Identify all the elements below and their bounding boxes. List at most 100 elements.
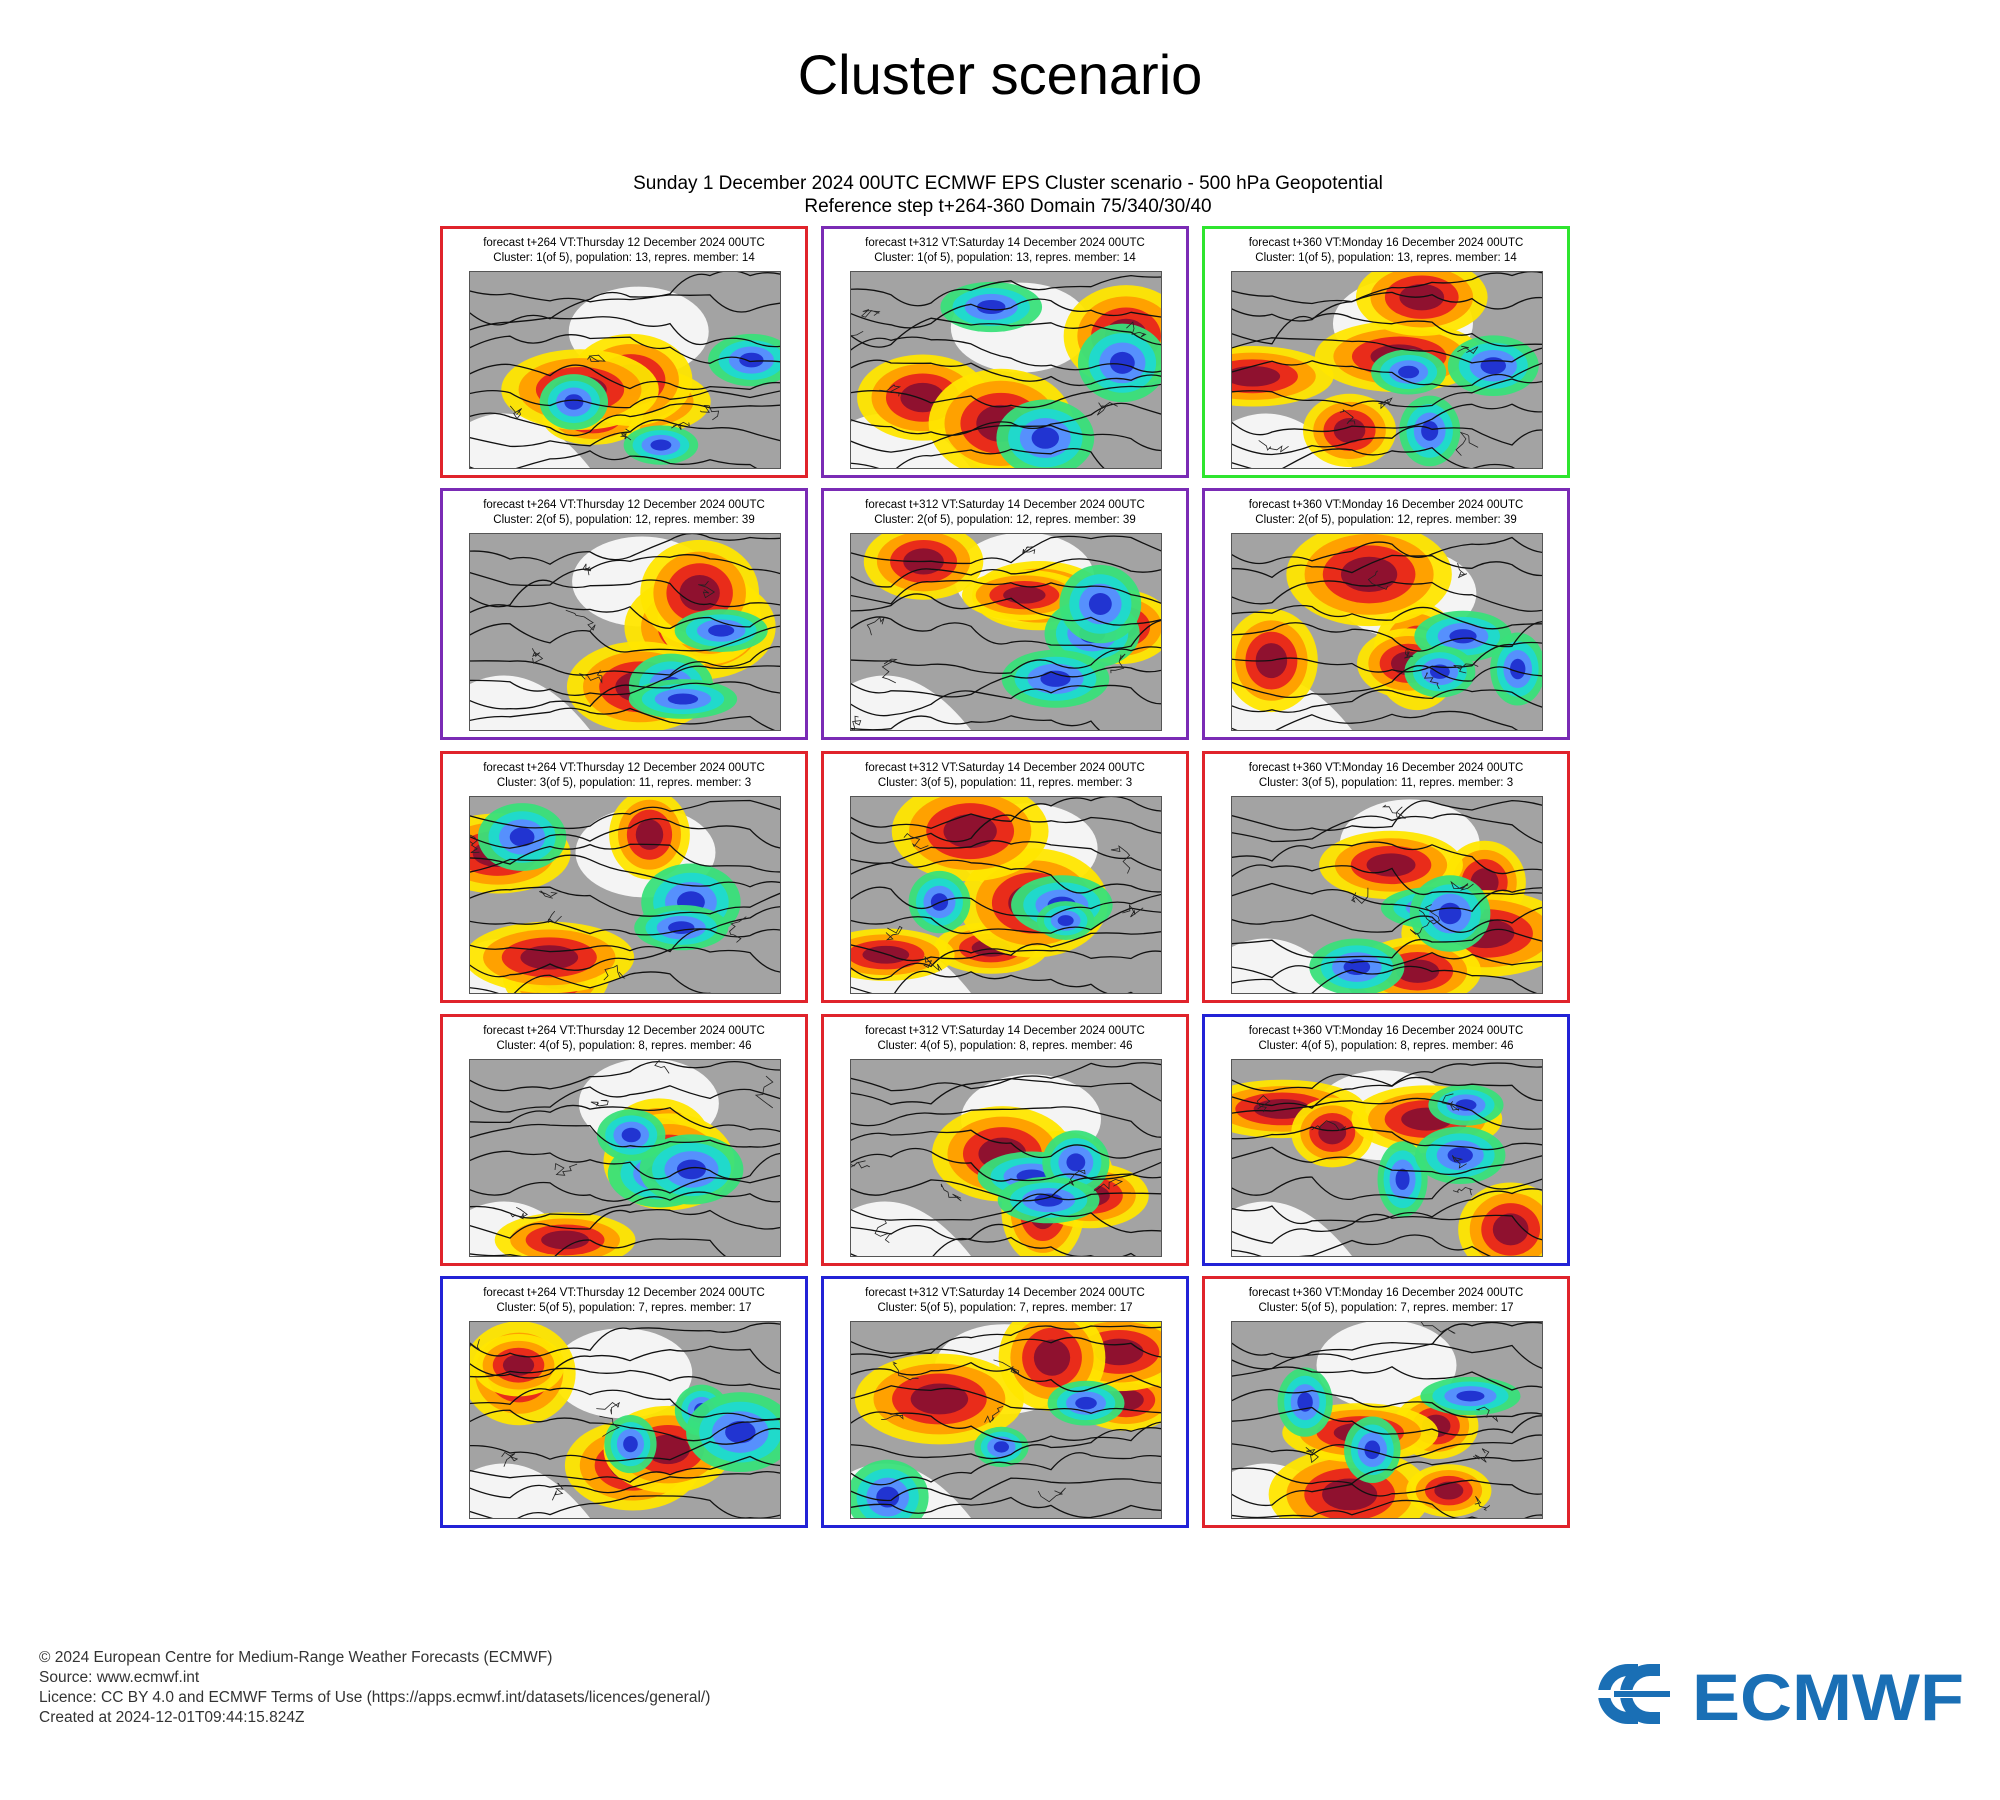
panel-caption: forecast t+312 VT:Saturday 14 December 2… <box>824 498 1186 528</box>
panel-cluster-info: Cluster: 5(of 5), population: 7, repres.… <box>1258 1302 1514 1314</box>
anomaly-map-graphic <box>470 797 780 993</box>
geopotential-anomaly-map <box>1231 796 1543 994</box>
panel-caption: forecast t+264 VT:Thursday 12 December 2… <box>443 761 805 791</box>
cluster-panel: forecast t+264 VT:Thursday 12 December 2… <box>440 1014 808 1266</box>
anomaly-map-graphic <box>851 1322 1161 1518</box>
panel-caption: forecast t+360 VT:Monday 16 December 202… <box>1205 761 1567 791</box>
cluster-panel: forecast t+264 VT:Thursday 12 December 2… <box>440 1276 808 1528</box>
panel-cluster-info: Cluster: 3(of 5), population: 11, repres… <box>1258 777 1514 789</box>
anomaly-map-graphic <box>851 272 1161 468</box>
panel-cluster-info: Cluster: 4(of 5), population: 8, repres.… <box>1258 1040 1514 1052</box>
panel-forecast-step: forecast t+312 VT:Saturday 14 December 2… <box>865 1025 1145 1037</box>
panel-caption: forecast t+360 VT:Monday 16 December 202… <box>1205 498 1567 528</box>
ecmwf-logo-text: ECMWF <box>1692 1660 1964 1728</box>
anomaly-map-graphic <box>851 534 1161 730</box>
geopotential-anomaly-map <box>850 271 1162 469</box>
panel-cluster-info: Cluster: 1(of 5), population: 13, repres… <box>493 252 755 264</box>
cluster-panel: forecast t+360 VT:Monday 16 December 202… <box>1202 1014 1570 1266</box>
suptitle-line-2: Reference step t+264-360 Domain 75/340/3… <box>804 196 1212 217</box>
panel-cluster-info: Cluster: 3(of 5), population: 11, repres… <box>496 777 752 789</box>
cluster-panel: forecast t+312 VT:Saturday 14 December 2… <box>821 751 1189 1003</box>
panel-caption: forecast t+360 VT:Monday 16 December 202… <box>1205 236 1567 266</box>
geopotential-anomaly-map <box>1231 1321 1543 1519</box>
panel-forecast-step: forecast t+264 VT:Thursday 12 December 2… <box>483 1025 765 1037</box>
anomaly-map-graphic <box>470 272 780 468</box>
panel-cluster-info: Cluster: 4(of 5), population: 8, repres.… <box>877 1040 1133 1052</box>
footer-created: Created at 2024-12-01T09:44:15.824Z <box>39 1709 305 1726</box>
ecmwf-logo: ECMWF <box>1594 1660 1968 1734</box>
panel-cluster-info: Cluster: 1(of 5), population: 13, repres… <box>1255 252 1517 264</box>
cluster-panel: forecast t+264 VT:Thursday 12 December 2… <box>440 226 808 478</box>
geopotential-anomaly-map <box>469 1059 781 1257</box>
cluster-panel: forecast t+264 VT:Thursday 12 December 2… <box>440 751 808 1003</box>
panel-cluster-info: Cluster: 3(of 5), population: 11, repres… <box>877 777 1133 789</box>
cluster-panel: forecast t+360 VT:Monday 16 December 202… <box>1202 488 1570 740</box>
footer-source: Source: www.ecmwf.int <box>39 1669 200 1686</box>
geopotential-anomaly-map <box>1231 533 1543 731</box>
panel-forecast-step: forecast t+312 VT:Saturday 14 December 2… <box>865 237 1145 249</box>
page-title: Cluster scenario <box>797 43 1203 106</box>
geopotential-anomaly-map <box>850 1059 1162 1257</box>
anomaly-map-graphic <box>1232 534 1542 730</box>
panel-cluster-info: Cluster: 2(of 5), population: 12, repres… <box>1255 514 1517 526</box>
anomaly-map-graphic <box>1232 1060 1542 1256</box>
cluster-panel: forecast t+360 VT:Monday 16 December 202… <box>1202 751 1570 1003</box>
geopotential-anomaly-map <box>1231 271 1543 469</box>
panel-caption: forecast t+312 VT:Saturday 14 December 2… <box>824 761 1186 791</box>
geopotential-anomaly-map <box>850 1321 1162 1519</box>
panel-forecast-step: forecast t+264 VT:Thursday 12 December 2… <box>483 1287 765 1299</box>
panel-caption: forecast t+264 VT:Thursday 12 December 2… <box>443 1286 805 1316</box>
panel-caption: forecast t+360 VT:Monday 16 December 202… <box>1205 1024 1567 1054</box>
cluster-panel: forecast t+312 VT:Saturday 14 December 2… <box>821 226 1189 478</box>
cluster-panel: forecast t+360 VT:Monday 16 December 202… <box>1202 226 1570 478</box>
anomaly-map-graphic <box>1232 1322 1542 1518</box>
panel-forecast-step: forecast t+360 VT:Monday 16 December 202… <box>1248 499 1524 511</box>
geopotential-anomaly-map <box>850 796 1162 994</box>
panel-cluster-info: Cluster: 5(of 5), population: 7, repres.… <box>877 1302 1133 1314</box>
panel-forecast-step: forecast t+312 VT:Saturday 14 December 2… <box>865 499 1145 511</box>
figure-suptitle: Sunday 1 December 2024 00UTC ECMWF EPS C… <box>436 172 1580 218</box>
anomaly-map-graphic <box>470 1060 780 1256</box>
panel-forecast-step: forecast t+264 VT:Thursday 12 December 2… <box>483 237 765 249</box>
geopotential-anomaly-map <box>469 796 781 994</box>
cluster-panel: forecast t+264 VT:Thursday 12 December 2… <box>440 488 808 740</box>
cluster-panel: forecast t+312 VT:Saturday 14 December 2… <box>821 1276 1189 1528</box>
panel-forecast-step: forecast t+360 VT:Monday 16 December 202… <box>1248 1025 1524 1037</box>
panel-forecast-step: forecast t+312 VT:Saturday 14 December 2… <box>865 762 1145 774</box>
panel-forecast-step: forecast t+360 VT:Monday 16 December 202… <box>1248 1287 1524 1299</box>
anomaly-map-graphic <box>851 797 1161 993</box>
cluster-panel: forecast t+312 VT:Saturday 14 December 2… <box>821 1014 1189 1266</box>
panel-forecast-step: forecast t+312 VT:Saturday 14 December 2… <box>865 1287 1145 1299</box>
geopotential-anomaly-map <box>469 1321 781 1519</box>
footer-credits: © 2024 European Centre for Medium-Range … <box>39 1648 710 1728</box>
anomaly-map-graphic <box>1232 797 1542 993</box>
panel-cluster-info: Cluster: 5(of 5), population: 7, repres.… <box>496 1302 752 1314</box>
anomaly-map-graphic <box>1232 272 1542 468</box>
panel-cluster-info: Cluster: 4(of 5), population: 8, repres.… <box>496 1040 752 1052</box>
panel-caption: forecast t+312 VT:Saturday 14 December 2… <box>824 1024 1186 1054</box>
geopotential-anomaly-map <box>1231 1059 1543 1257</box>
panel-forecast-step: forecast t+264 VT:Thursday 12 December 2… <box>483 499 765 511</box>
panel-caption: forecast t+264 VT:Thursday 12 December 2… <box>443 236 805 266</box>
anomaly-map-graphic <box>470 534 780 730</box>
suptitle-line-1: Sunday 1 December 2024 00UTC ECMWF EPS C… <box>633 173 1383 194</box>
panel-caption: forecast t+312 VT:Saturday 14 December 2… <box>824 1286 1186 1316</box>
footer-licence: Licence: CC BY 4.0 and ECMWF Terms of Us… <box>39 1689 711 1706</box>
panel-caption: forecast t+360 VT:Monday 16 December 202… <box>1205 1286 1567 1316</box>
panel-cluster-info: Cluster: 1(of 5), population: 13, repres… <box>874 252 1136 264</box>
geopotential-anomaly-map <box>469 533 781 731</box>
footer-copyright: © 2024 European Centre for Medium-Range … <box>39 1649 553 1666</box>
cluster-panel: forecast t+360 VT:Monday 16 December 202… <box>1202 1276 1570 1528</box>
geopotential-anomaly-map <box>469 271 781 469</box>
panel-forecast-step: forecast t+264 VT:Thursday 12 December 2… <box>483 762 765 774</box>
anomaly-map-graphic <box>470 1322 780 1518</box>
cluster-panel: forecast t+312 VT:Saturday 14 December 2… <box>821 488 1189 740</box>
panel-cluster-info: Cluster: 2(of 5), population: 12, repres… <box>874 514 1136 526</box>
panel-caption: forecast t+312 VT:Saturday 14 December 2… <box>824 236 1186 266</box>
panel-caption: forecast t+264 VT:Thursday 12 December 2… <box>443 1024 805 1054</box>
panel-caption: forecast t+264 VT:Thursday 12 December 2… <box>443 498 805 528</box>
panel-cluster-info: Cluster: 2(of 5), population: 12, repres… <box>493 514 755 526</box>
panel-forecast-step: forecast t+360 VT:Monday 16 December 202… <box>1248 237 1524 249</box>
geopotential-anomaly-map <box>850 533 1162 731</box>
